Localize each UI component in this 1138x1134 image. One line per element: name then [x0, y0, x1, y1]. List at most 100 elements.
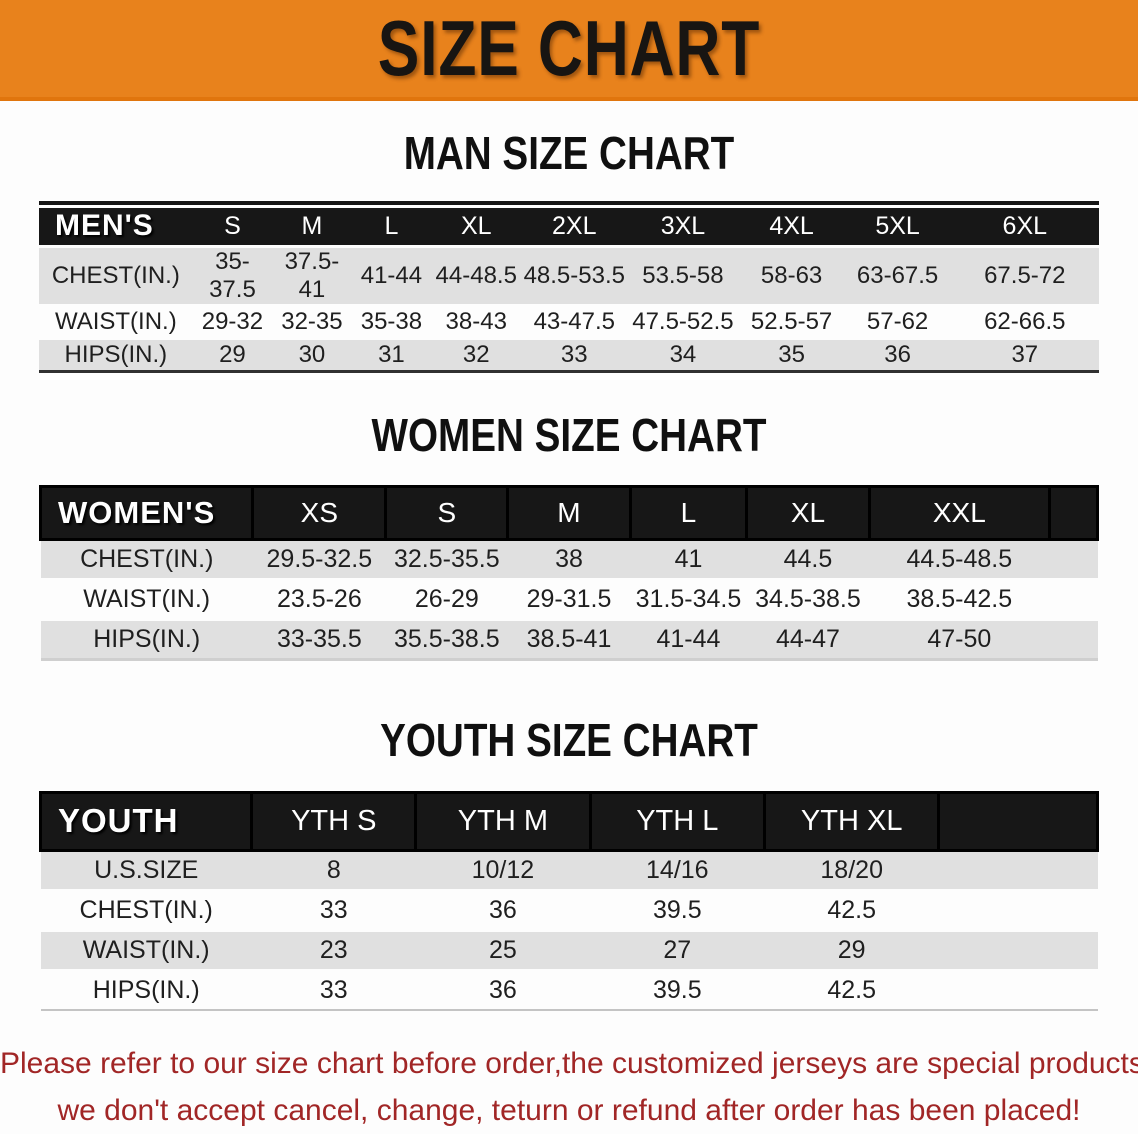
size-value-cell: 29 [193, 338, 273, 371]
size-value-cell: 52.5-57 [739, 305, 845, 338]
size-value-cell [939, 930, 1098, 970]
size-value-cell: 29 [765, 930, 939, 970]
size-column-header: 2XL [521, 208, 627, 246]
size-value-cell: 30 [272, 338, 352, 371]
size-value-cell: 29.5-32.5 [253, 539, 386, 579]
measurement-row-label: HIPS(IN.) [41, 970, 252, 1010]
size-column-header: 5XL [845, 208, 951, 246]
size-value-cell: 36 [416, 970, 590, 1010]
size-value-cell: 14/16 [590, 850, 764, 890]
size-value-cell: 48.5-53.5 [521, 246, 627, 305]
size-value-cell: 27 [590, 930, 764, 970]
size-value-cell: 63-67.5 [845, 246, 951, 305]
size-value-cell: 42.5 [765, 890, 939, 930]
footer-note-line1: Please refer to our size chart before or… [0, 1041, 1138, 1088]
size-value-cell: 35 [739, 338, 845, 371]
banner: SIZE CHART [0, 0, 1138, 101]
footer-note-line2: we don't accept cancel, change, teturn o… [0, 1088, 1138, 1134]
measurement-row-label: HIPS(IN.) [41, 619, 253, 659]
size-value-cell: 38-43 [431, 305, 521, 338]
measurement-row-label: CHEST(IN.) [41, 539, 253, 579]
size-value-cell [939, 890, 1098, 930]
size-value-cell: 23 [252, 930, 416, 970]
size-column-header [1050, 486, 1098, 539]
size-value-cell [939, 850, 1098, 890]
size-value-cell: 44.5-48.5 [869, 539, 1050, 579]
measurement-row-label: WAIST(IN.) [41, 930, 252, 970]
size-column-header: S [386, 486, 508, 539]
size-value-cell: 47.5-52.5 [627, 305, 738, 338]
size-value-cell: 10/12 [416, 850, 590, 890]
size-value-cell: 44-48.5 [431, 246, 521, 305]
size-value-cell: 57-62 [845, 305, 951, 338]
size-column-header [939, 792, 1098, 850]
women-section-heading: WOMEN SIZE CHART [91, 408, 1047, 462]
size-value-cell: 44.5 [747, 539, 869, 579]
banner-title: SIZE CHART [378, 3, 760, 94]
size-value-cell: 36 [845, 338, 951, 371]
size-column-header: 3XL [627, 208, 738, 246]
size-column-header: M [508, 486, 630, 539]
size-value-cell [1050, 619, 1098, 659]
size-value-cell: 37.5-41 [272, 246, 352, 305]
size-value-cell: 35-37.5 [193, 246, 273, 305]
size-value-cell: 41 [630, 539, 747, 579]
size-value-cell: 58-63 [739, 246, 845, 305]
size-value-cell: 29-31.5 [508, 579, 630, 619]
size-value-cell: 34 [627, 338, 738, 371]
size-value-cell: 32-35 [272, 305, 352, 338]
measurement-row-label: CHEST(IN.) [41, 890, 252, 930]
size-value-cell: 53.5-58 [627, 246, 738, 305]
size-value-cell: 37 [951, 338, 1099, 371]
size-value-cell: 8 [252, 850, 416, 890]
size-column-header: XXL [869, 486, 1050, 539]
size-value-cell: 43-47.5 [521, 305, 627, 338]
size-value-cell: 33 [521, 338, 627, 371]
size-column-header: YTH S [252, 792, 416, 850]
size-value-cell: 38.5-42.5 [869, 579, 1050, 619]
size-value-cell: 39.5 [590, 890, 764, 930]
size-value-cell: 29-32 [193, 305, 273, 338]
size-value-cell: 34.5-38.5 [747, 579, 869, 619]
size-value-cell: 31 [352, 338, 432, 371]
size-value-cell: 32 [431, 338, 521, 371]
table-corner-label: YOUTH [41, 792, 252, 850]
size-value-cell: 67.5-72 [951, 246, 1099, 305]
measurement-row-label: WAIST(IN.) [41, 579, 253, 619]
size-value-cell [1050, 579, 1098, 619]
size-value-cell: 36 [416, 890, 590, 930]
footer-note: Please refer to our size chart before or… [0, 1041, 1138, 1134]
size-column-header: XS [253, 486, 386, 539]
size-value-cell: 42.5 [765, 970, 939, 1010]
size-value-cell: 38.5-41 [508, 619, 630, 659]
size-column-header: S [193, 208, 273, 246]
size-column-header: L [630, 486, 747, 539]
size-value-cell: 33-35.5 [253, 619, 386, 659]
youth-section-heading: YOUTH SIZE CHART [91, 713, 1047, 767]
measurement-row-label: U.S.SIZE [41, 850, 252, 890]
size-value-cell: 33 [252, 890, 416, 930]
size-column-header: XL [747, 486, 869, 539]
size-value-cell: 47-50 [869, 619, 1050, 659]
size-column-header: YTH XL [765, 792, 939, 850]
size-value-cell [939, 970, 1098, 1010]
size-value-cell: 38 [508, 539, 630, 579]
size-value-cell: 41-44 [352, 246, 432, 305]
size-column-header: XL [431, 208, 521, 246]
measurement-row-label: HIPS(IN.) [39, 338, 193, 371]
size-column-header: L [352, 208, 432, 246]
